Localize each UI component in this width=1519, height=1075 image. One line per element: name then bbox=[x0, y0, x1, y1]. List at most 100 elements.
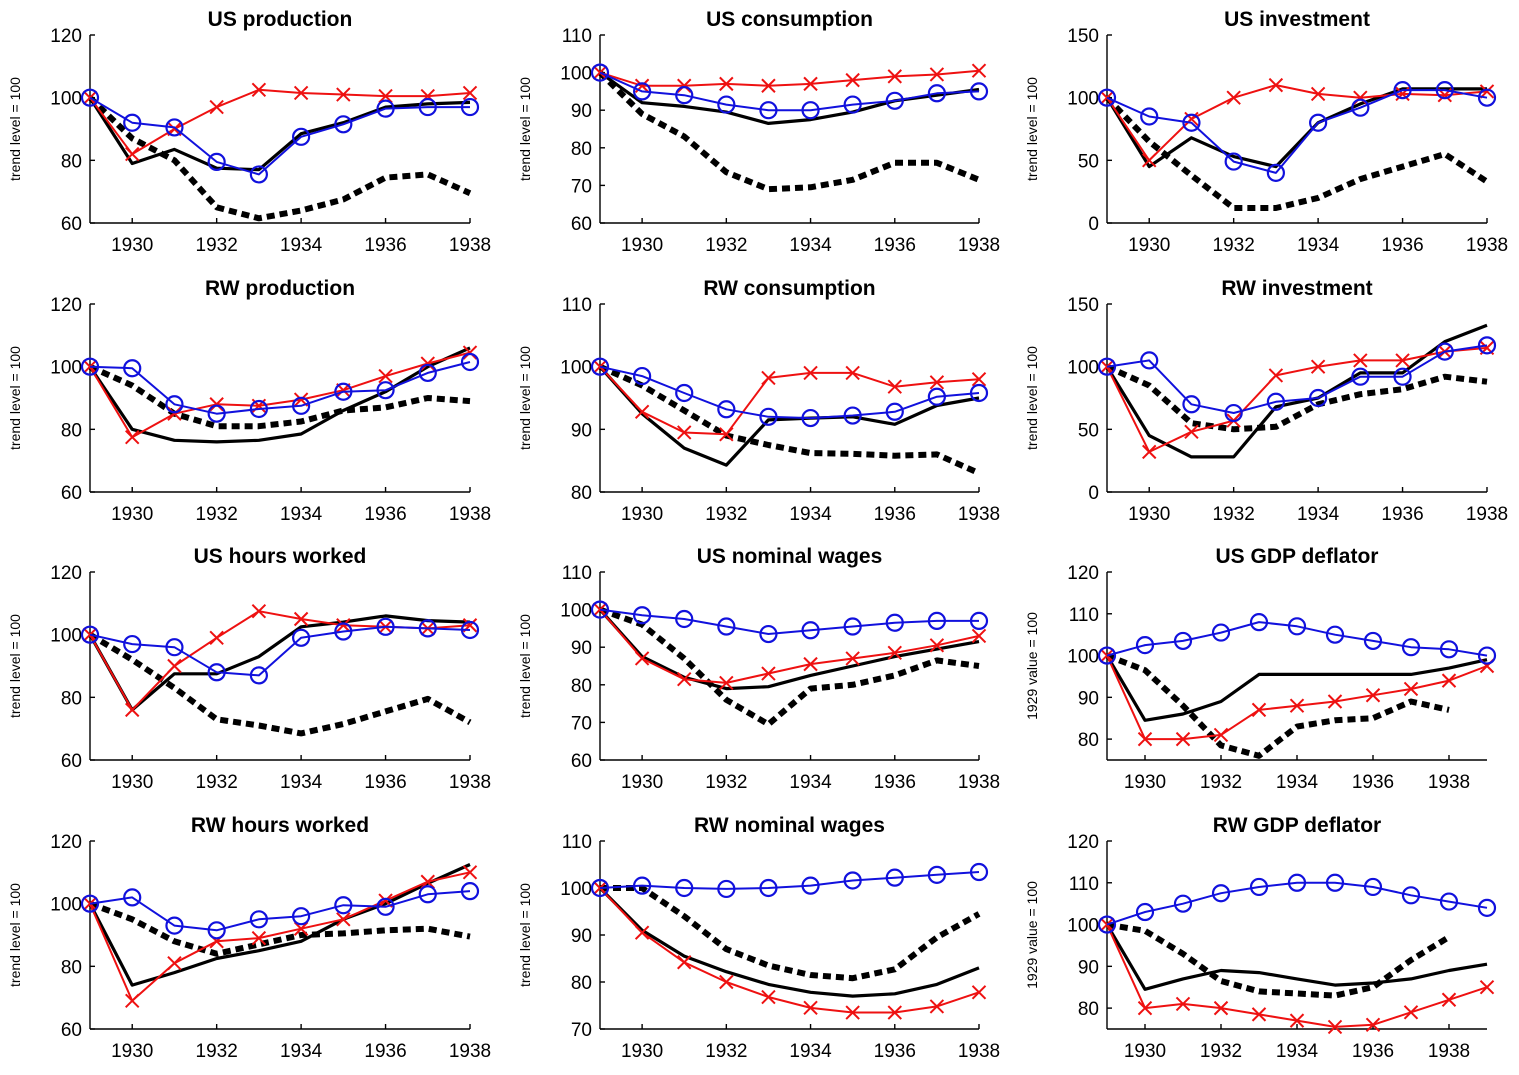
series-line-dotted bbox=[600, 885, 981, 982]
data-point-circle bbox=[843, 95, 862, 114]
data-point-circle bbox=[207, 152, 226, 171]
data-point-cross bbox=[1142, 444, 1157, 460]
data-point-circle bbox=[80, 894, 100, 913]
data-point-circle bbox=[292, 396, 311, 415]
y-tick-label: 90 bbox=[1078, 957, 1099, 978]
y-tick-label: 80 bbox=[571, 139, 592, 160]
panel-title: RW GDP deflator bbox=[1213, 814, 1381, 837]
data-point-cross bbox=[378, 88, 393, 104]
data-point-cross bbox=[592, 359, 608, 374]
data-point-circle bbox=[675, 609, 694, 629]
data-point-cross bbox=[971, 371, 987, 387]
panel-title: RW production bbox=[205, 277, 355, 300]
data-point-circle bbox=[292, 907, 311, 926]
data-point-cross bbox=[125, 702, 140, 718]
data-point-cross bbox=[420, 874, 435, 889]
x-tick-label: 1932 bbox=[1213, 235, 1255, 256]
y-tick-label: 90 bbox=[571, 638, 592, 659]
x-tick-label: 1934 bbox=[789, 504, 832, 525]
series-line-solid bbox=[88, 614, 471, 712]
data-point-circle bbox=[1097, 646, 1117, 665]
data-point-circle bbox=[123, 113, 142, 132]
x-tick-label: 1938 bbox=[449, 504, 491, 525]
data-point-circle bbox=[1393, 367, 1412, 386]
data-point-circle bbox=[249, 165, 268, 184]
panel-11: RW GDP deflator 1929 value = 100 80 90 100 11… bbox=[1024, 814, 1497, 1062]
data-point-cross bbox=[293, 921, 309, 936]
y-tick-label: 60 bbox=[61, 483, 82, 504]
data-point-cross bbox=[929, 999, 945, 1014]
data-point-circle bbox=[1135, 902, 1155, 922]
data-point-cross bbox=[336, 87, 351, 102]
panel-10: RW nominal wages trend level = 100 70 80 90 1… bbox=[517, 814, 1000, 1062]
panel-5: RW investment trend level = 100 0 50 100 150 1… bbox=[1024, 277, 1508, 525]
data-point-cross bbox=[887, 379, 902, 394]
data-point-circle bbox=[590, 600, 610, 619]
x-tick-label: 1930 bbox=[621, 504, 663, 525]
y-tick-label: 70 bbox=[571, 713, 592, 734]
data-point-cross bbox=[336, 618, 351, 633]
data-point-circle bbox=[801, 101, 820, 120]
x-tick-label: 1930 bbox=[1124, 772, 1166, 793]
y-tick-label: 90 bbox=[1078, 688, 1099, 709]
x-tick-label: 1932 bbox=[705, 772, 747, 793]
x-tick-label: 1938 bbox=[449, 1041, 491, 1062]
data-point-cross bbox=[845, 651, 860, 666]
data-point-circle bbox=[1401, 638, 1421, 657]
series-line-circle bbox=[599, 365, 980, 420]
data-point-cross bbox=[761, 989, 776, 1005]
series-line-dotted bbox=[598, 363, 981, 476]
y-tick-label: 90 bbox=[571, 420, 592, 441]
x-tick-label: 1930 bbox=[1124, 1041, 1166, 1062]
data-point-circle bbox=[1097, 357, 1117, 376]
data-point-cross bbox=[719, 675, 734, 691]
data-point-cross bbox=[845, 72, 860, 88]
data-point-circle bbox=[843, 617, 862, 636]
y-axis-label: trend level = 100 bbox=[7, 883, 23, 987]
series-line-solid bbox=[88, 863, 471, 987]
data-point-circle bbox=[1477, 88, 1497, 107]
data-point-circle bbox=[1439, 640, 1459, 659]
data-point-circle bbox=[927, 387, 946, 406]
x-tick-label: 1932 bbox=[1200, 1041, 1242, 1062]
data-point-cross bbox=[677, 671, 692, 687]
y-tick-label: 80 bbox=[1078, 999, 1099, 1020]
y-tick-label: 50 bbox=[1078, 151, 1099, 172]
data-point-circle bbox=[590, 878, 610, 898]
data-point-cross bbox=[887, 69, 902, 84]
data-point-circle bbox=[927, 865, 946, 884]
data-point-circle bbox=[801, 621, 820, 640]
x-tick-label: 1930 bbox=[621, 772, 663, 793]
series-line-solid bbox=[88, 346, 471, 444]
y-axis-label: trend level = 100 bbox=[7, 614, 23, 718]
y-tick-label: 120 bbox=[1067, 832, 1099, 853]
series-line-circle bbox=[89, 890, 471, 932]
x-tick-label: 1938 bbox=[449, 235, 491, 256]
data-point-circle bbox=[1309, 113, 1328, 132]
data-point-cross bbox=[677, 425, 692, 440]
data-point-cross bbox=[1395, 353, 1410, 368]
y-tick-label: 120 bbox=[1067, 563, 1099, 584]
data-point-circle bbox=[1351, 367, 1370, 386]
data-point-circle bbox=[80, 88, 100, 107]
data-point-cross bbox=[125, 429, 140, 445]
data-point-circle bbox=[418, 97, 437, 117]
data-point-circle bbox=[1401, 886, 1421, 905]
data-point-cross bbox=[1289, 1013, 1305, 1028]
data-point-circle bbox=[418, 363, 437, 383]
panel-2: US investment trend level = 100 0 50 100 150 1… bbox=[1024, 8, 1508, 256]
x-tick-label: 1936 bbox=[874, 772, 916, 793]
data-point-circle bbox=[1249, 877, 1269, 897]
data-point-circle bbox=[1211, 623, 1231, 642]
data-point-cross bbox=[420, 356, 435, 371]
data-point-circle bbox=[1363, 877, 1383, 897]
series-line-dotted bbox=[1105, 652, 1450, 759]
y-tick-label: 150 bbox=[1067, 26, 1099, 47]
data-point-cross bbox=[845, 1005, 860, 1020]
y-tick-label: 110 bbox=[562, 832, 592, 853]
y-tick-label: 100 bbox=[560, 879, 592, 900]
panel-3: RW production trend level = 100 60 80 100 120… bbox=[7, 277, 491, 525]
series-line-solid bbox=[599, 71, 980, 126]
data-point-circle bbox=[376, 617, 395, 636]
